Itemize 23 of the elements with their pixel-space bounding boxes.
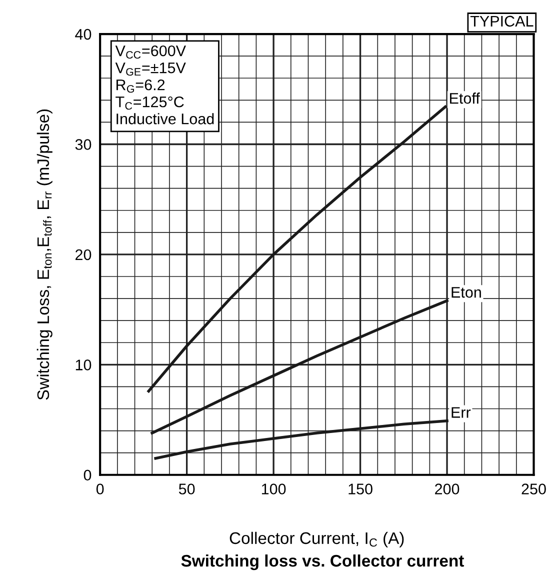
annotation: T$_{C}$=125°C — [116, 96, 184, 110]
x-tick-label: 150 — [348, 484, 372, 494]
y-tick-label: 10 — [76, 360, 92, 370]
y-axis-title: Switching Loss, E$_{ton}$,E$_{toff}$, E$_{rr}$ (mJ/pulse) — [36, 110, 52, 400]
x-tick-label: 50 — [178, 484, 195, 494]
y-tick-label: 0 — [84, 470, 92, 481]
text: Switching loss vs. Collector current — [181, 554, 464, 570]
x-tick-label: 250 — [522, 484, 546, 494]
annotation: Inductive Load — [116, 113, 214, 124]
x-tick-label: 200 — [435, 484, 460, 494]
series-label: Err — [452, 407, 471, 418]
y-tick-label: 20 — [76, 249, 92, 260]
x-tick-label: 0 — [96, 484, 104, 494]
annotation: V$_{GE}$=±15V — [115, 62, 186, 76]
series-label: Etoff — [450, 92, 480, 104]
x-axis-title: Collector Current, I$_{C}$ (A) — [230, 532, 404, 548]
y-tick-label: 30 — [75, 139, 92, 150]
text: TYPICAL — [470, 16, 534, 27]
x-tick-label: 100 — [262, 484, 286, 494]
series-label: Eton — [452, 287, 481, 298]
y-tick-label: 40 — [75, 28, 92, 40]
annotation: V$_{CC}$=600V — [115, 45, 186, 59]
annotation: R$_{G}$=6.2 — [116, 79, 165, 93]
